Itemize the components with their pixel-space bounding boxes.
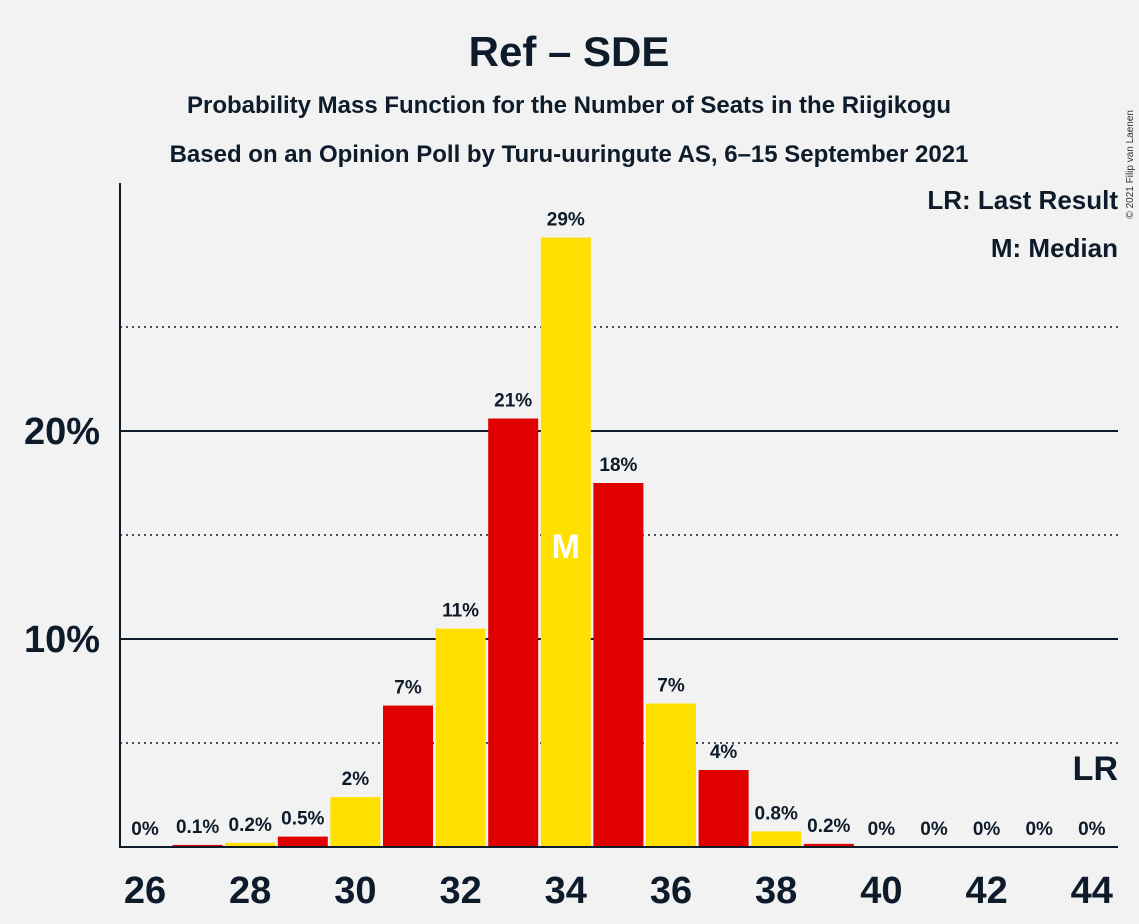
bar [277,836,328,847]
bar [593,483,644,847]
legend-median: M: Median [991,233,1118,263]
bar-value-label: 0.8% [755,803,798,824]
y-tick-label: 10% [24,619,100,661]
bar [435,628,486,847]
x-tick-label: 42 [965,870,1007,912]
bar-value-label: 2% [342,769,370,790]
bar [646,703,696,847]
bar-value-label: 11% [442,601,479,622]
copyright-text: © 2021 Filip van Laenen [1125,110,1136,219]
bar-value-label: 0.1% [176,817,219,838]
chart-subtitle-2: Based on an Opinion Poll by Turu-uuringu… [170,141,969,168]
x-tick-label: 28 [229,870,271,912]
bar-value-label: 4% [710,742,738,763]
chart-subtitle-1: Probability Mass Function for the Number… [187,92,951,119]
last-result-marker: LR [1073,750,1118,788]
bar [225,842,276,847]
x-tick-label: 44 [1071,870,1113,912]
bar [751,831,802,847]
axes: 26 28 30 32 34 36 38 40 42 44 [119,183,1118,912]
bar [540,237,591,847]
bar [172,844,223,847]
bar-value-label: 0.2% [807,816,850,837]
bar-value-label: 0.5% [281,809,324,830]
x-tick-label: 34 [545,870,587,912]
bar-value-label: 7% [394,678,422,699]
x-tick-label: 32 [439,870,481,912]
bar-value-label: 0% [920,819,948,840]
x-tick-label: 26 [124,870,166,912]
bars: 0% 0.1% 0.2% 0.5% 2% 7% 11% 21% 29% M 18% 7% 4% 0.8% 0… [131,210,1118,847]
bar [698,770,749,847]
bar [488,418,539,847]
bar [383,705,433,847]
bar-value-label: 21% [494,391,532,412]
bar-value-label: 18% [599,455,637,476]
bar-value-label: 0% [1025,819,1053,840]
legend-last-result: LR: Last Result [927,185,1118,215]
median-marker: M [552,528,580,566]
x-tick-label: 40 [860,870,902,912]
bar-value-label: 0% [973,819,1001,840]
bar-value-label: 0% [868,819,896,840]
bar-value-label: 0% [131,819,159,840]
bar-value-label: 0% [1078,819,1106,840]
bar-value-label: 29% [547,210,585,231]
bar [330,797,381,847]
chart-title: Ref – SDE [469,28,670,75]
bar [803,843,854,847]
x-tick-label: 38 [755,870,797,912]
bar-value-label: 0.2% [229,815,272,836]
x-tick-label: 30 [334,870,376,912]
y-tick-label: 20% [24,411,100,453]
x-tick-label: 36 [650,870,692,912]
bar-value-label: 7% [657,675,685,696]
